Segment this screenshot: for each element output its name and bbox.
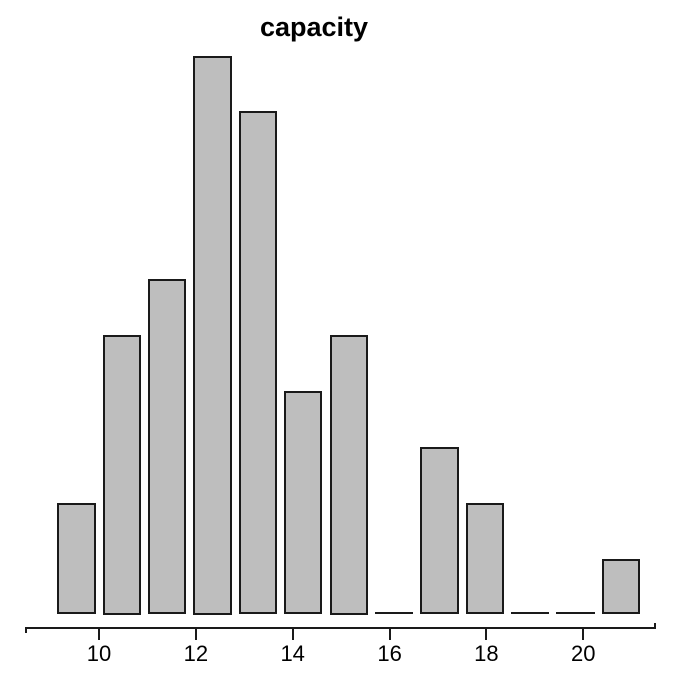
zero-count-bar: [556, 612, 595, 614]
x-axis-tick-label: 20: [571, 641, 596, 666]
x-axis-tick-label: 10: [86, 641, 112, 666]
x-axis-tick: [582, 627, 585, 640]
x-axis-tick: [485, 627, 488, 640]
x-axis-tick: [98, 627, 100, 640]
histogram-bar: [420, 446, 459, 615]
x-axis-tick-label: 14: [280, 641, 305, 666]
histogram-bar: [601, 558, 640, 615]
chart-title: capacity: [259, 12, 369, 42]
histogram-bar: [465, 502, 504, 615]
x-axis-left-endcap: [25, 627, 27, 633]
histogram-bar: [238, 111, 278, 615]
x-axis-tick: [291, 627, 294, 640]
histogram-bar: [329, 335, 368, 615]
histogram-bar: [57, 502, 96, 615]
x-axis-line: [25, 627, 656, 629]
histogram-bar: [284, 390, 323, 615]
zero-count-bar: [374, 612, 414, 614]
x-axis-right-endcap: [654, 623, 656, 629]
x-axis-tick: [194, 627, 197, 640]
x-axis-tick-label: 16: [377, 641, 402, 666]
histogram-bar: [193, 55, 232, 615]
histogram-bar: [148, 279, 187, 615]
x-axis-tick-label: 12: [183, 641, 209, 666]
x-axis-tick: [388, 627, 391, 640]
x-axis-tick-label: 18: [474, 641, 499, 666]
zero-count-bar: [511, 612, 550, 614]
histogram-bar: [102, 335, 141, 615]
